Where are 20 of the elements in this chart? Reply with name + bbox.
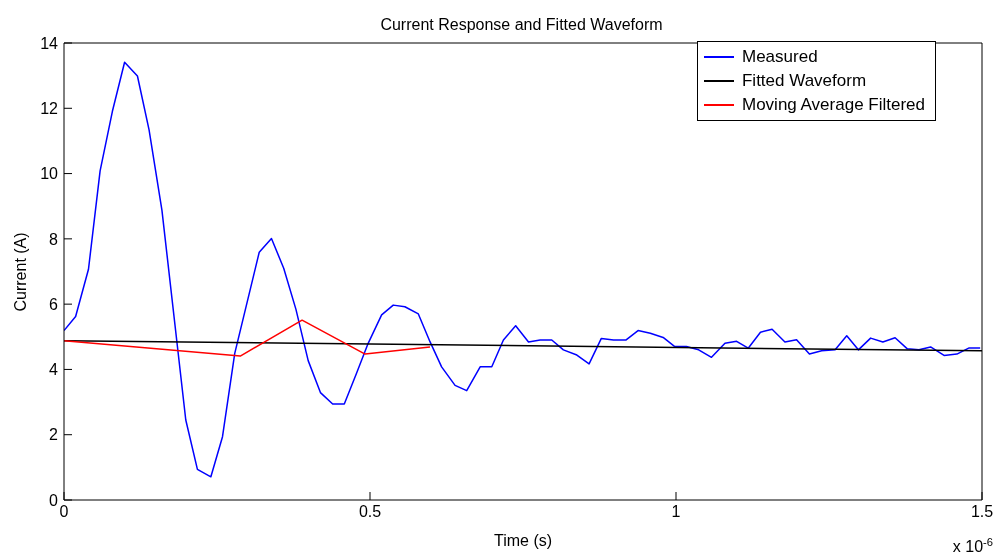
legend-label: Moving Average Filtered xyxy=(741,94,925,116)
x-tick-label: 1.5 xyxy=(970,503,994,521)
x-axis-title: Time (s) xyxy=(493,532,553,549)
y-tick-label: 6 xyxy=(49,295,59,313)
y-tick-label: 0 xyxy=(49,491,59,509)
y-tick-label: 8 xyxy=(49,230,59,248)
legend-label: Measured xyxy=(741,46,818,68)
y-tick-label: 14 xyxy=(40,34,59,52)
line-series xyxy=(64,61,981,478)
line-series xyxy=(64,319,431,357)
y-tick-label: 4 xyxy=(49,361,59,379)
y-axis-title: Current (A) xyxy=(11,232,29,312)
y-tick-label: 2 xyxy=(49,426,59,444)
x-tick-label: 0.5 xyxy=(358,503,382,521)
text: x 10$^{-6}$ xyxy=(952,536,993,554)
y-tick-label: 12 xyxy=(40,99,59,117)
legend-label: Fitted Waveform xyxy=(741,70,867,92)
y-tick-label: 10 xyxy=(40,165,59,183)
chart-title: Current Response and Fitted Waveform xyxy=(380,16,663,33)
x-tick-label: 1 xyxy=(671,503,681,521)
